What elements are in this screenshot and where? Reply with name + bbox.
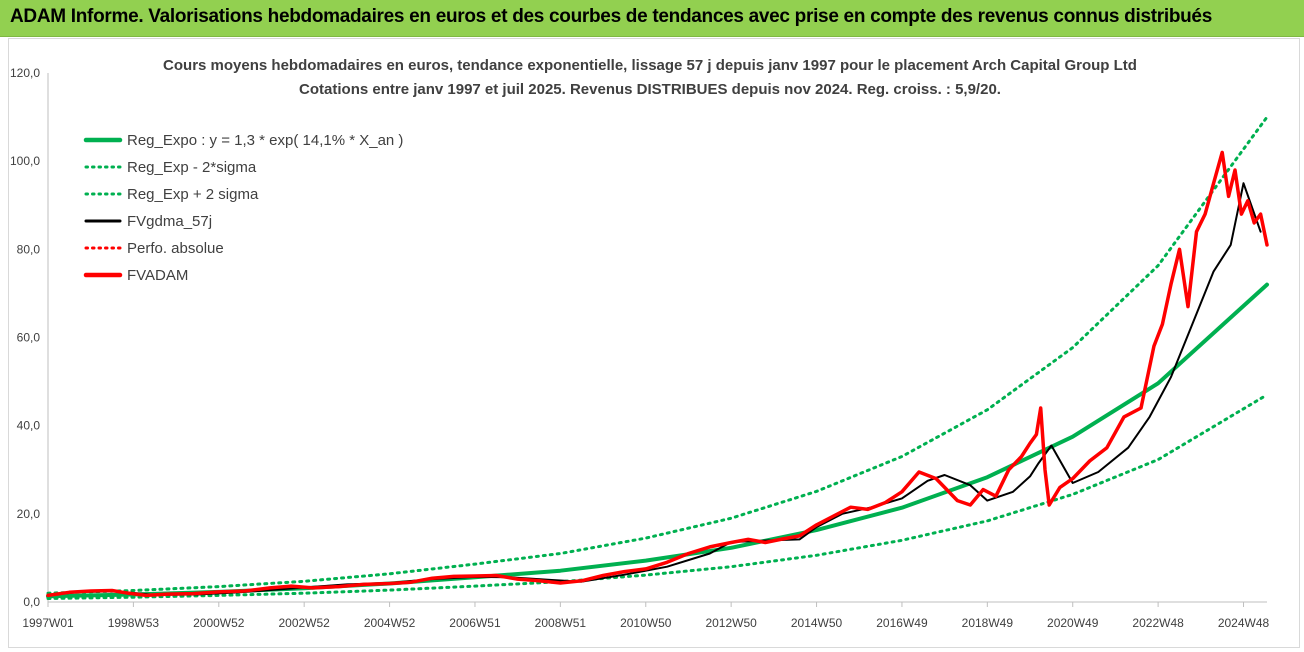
y-tick-label: 120,0 bbox=[10, 66, 40, 80]
chart-frame bbox=[8, 38, 1300, 648]
y-axis: 0,0 20,0 40,0 60,0 80,0 100,0 120,0 bbox=[10, 66, 49, 609]
series-line-3 bbox=[47, 182, 1262, 596]
legend-label: Reg_Exp - 2*sigma bbox=[127, 159, 257, 176]
x-tick-label: 2018W49 bbox=[962, 616, 1014, 630]
x-tick-label: 2014W50 bbox=[791, 616, 843, 630]
y-tick-label: 0,0 bbox=[23, 595, 40, 609]
series-layer bbox=[46, 115, 1269, 600]
report-title: ADAM Informe. Valorisations hebdomadaire… bbox=[10, 6, 1212, 27]
y-tick-label: 80,0 bbox=[17, 242, 41, 256]
x-tick-label: 2024W48 bbox=[1218, 616, 1270, 630]
x-tick-label: 1998W53 bbox=[108, 616, 160, 630]
legend-label: FVADAM bbox=[127, 267, 188, 284]
chart-title-line-1: Cours moyens hebdomadaires en euros, ten… bbox=[163, 57, 1137, 74]
x-tick-label: 2022W48 bbox=[1132, 616, 1184, 630]
legend-label: Reg_Exp + 2 sigma bbox=[127, 186, 259, 203]
legend-label: FVgdma_57j bbox=[127, 213, 212, 230]
y-tick-label: 100,0 bbox=[10, 154, 40, 168]
series-line-2 bbox=[46, 115, 1269, 595]
legend-label: Perfo. absolue bbox=[127, 240, 224, 257]
x-tick-label: 2000W52 bbox=[193, 616, 245, 630]
x-tick-label: 2002W52 bbox=[278, 616, 330, 630]
series-line-4 bbox=[46, 150, 1269, 598]
x-tick-label: 2010W50 bbox=[620, 616, 672, 630]
y-tick-label: 20,0 bbox=[17, 507, 41, 521]
x-tick-label: 2016W49 bbox=[876, 616, 928, 630]
x-axis: 1997W01 1998W53 2000W52 2002W52 2004W52 2006W… bbox=[22, 601, 1270, 630]
x-tick-label: 2020W49 bbox=[1047, 616, 1099, 630]
x-tick-label: 2012W50 bbox=[705, 616, 757, 630]
x-tick-label: 1997W01 bbox=[22, 616, 74, 630]
y-tick-label: 40,0 bbox=[17, 419, 41, 433]
x-tick-label: 2006W51 bbox=[449, 616, 501, 630]
x-tick-label: 2008W51 bbox=[535, 616, 587, 630]
series-line-1 bbox=[46, 393, 1269, 600]
y-tick-label: 60,0 bbox=[17, 331, 41, 345]
legend: Reg_Expo : y = 1,3 * exp( 14,1% * X_an )… bbox=[83, 132, 403, 284]
legend-label: Reg_Expo : y = 1,3 * exp( 14,1% * X_an ) bbox=[127, 132, 403, 149]
chart-title-line-2: Cotations entre janv 1997 et juil 2025. … bbox=[299, 81, 1001, 98]
report-banner: ADAM Informe. Valorisations hebdomadaire… bbox=[0, 0, 1304, 37]
x-tick-label: 2004W52 bbox=[364, 616, 416, 630]
series-line-0 bbox=[46, 282, 1269, 599]
